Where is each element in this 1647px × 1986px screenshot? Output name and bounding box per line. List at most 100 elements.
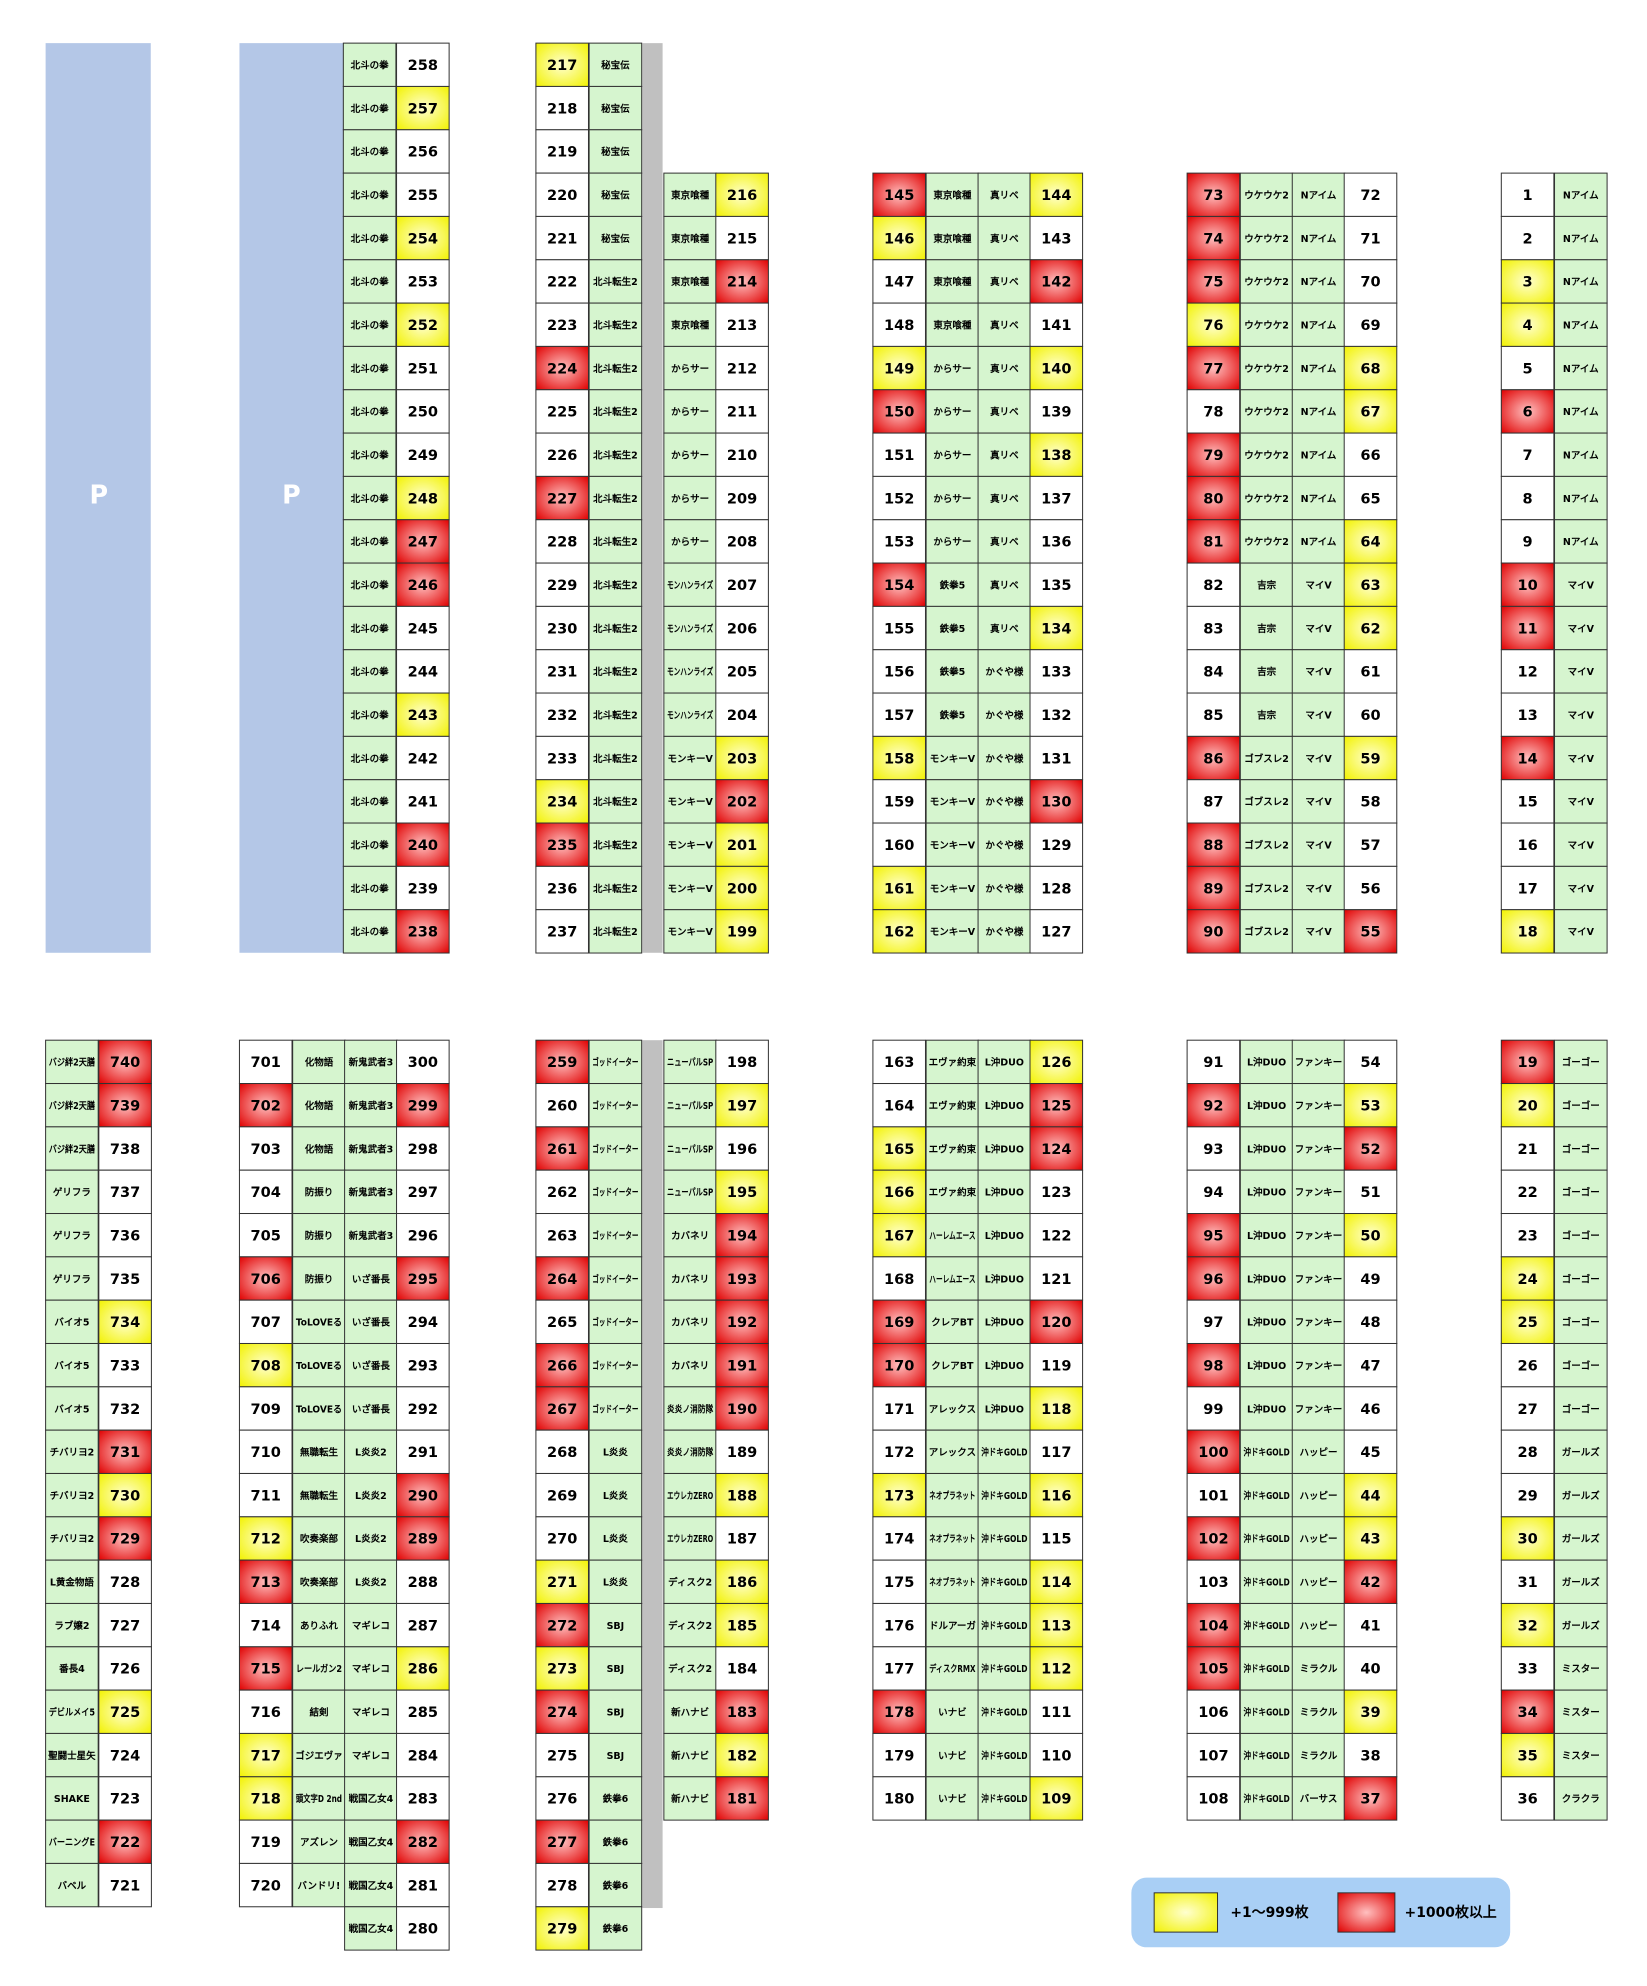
machine-name: 化物語: [305, 1100, 334, 1112]
machine-number: 207: [727, 577, 757, 594]
machine-name: 真リベ: [990, 276, 1019, 288]
machine-number: 701: [251, 1054, 281, 1071]
machine-number: 270: [547, 1531, 577, 1548]
machine-name: モンキーV: [930, 797, 976, 808]
machine-number: 277: [547, 1834, 577, 1851]
machine-name: 防振り: [305, 1273, 334, 1285]
machine-number: 55: [1360, 924, 1380, 941]
machine-cell: [925, 865, 980, 911]
machine-number: 734: [110, 1314, 140, 1331]
machine-cell: [1291, 259, 1346, 304]
machine-name: ウケウケ2: [1244, 234, 1289, 245]
machine-number-cell-highlight: [1186, 432, 1241, 477]
machine-number-cell: [1343, 1429, 1398, 1474]
machine-number-cell-highlight: [1500, 389, 1555, 434]
machine-number: 196: [727, 1141, 757, 1158]
machine-cell: [663, 1646, 717, 1691]
machine-number: 61: [1360, 664, 1380, 681]
machine-cell: [588, 85, 643, 131]
machine-number-cell: [1343, 1169, 1398, 1215]
machine-number-cell: [1186, 605, 1241, 651]
machine-number-cell: [1186, 649, 1241, 694]
machine-cell: [588, 1689, 643, 1734]
machine-number: 95: [1203, 1227, 1223, 1244]
machine-number-cell: [1343, 1342, 1398, 1388]
machine-number: 299: [408, 1097, 438, 1114]
machine-number-cell-highlight: [715, 1386, 769, 1431]
machine-name: 沖ドキGOLD: [1243, 1577, 1289, 1589]
machine-name: 新鬼武者3: [349, 1187, 394, 1199]
machine-number: 717: [251, 1747, 281, 1764]
machine-cell: [588, 1516, 643, 1561]
machine-cell: [1239, 1342, 1294, 1388]
machine-number-cell: [1343, 1299, 1398, 1345]
machine-number: 703: [251, 1141, 281, 1158]
machine-name: マイV: [1305, 884, 1332, 895]
machine-name: 吉宗: [1257, 580, 1277, 592]
machine-cell: [342, 865, 397, 911]
machine-number: 75: [1203, 274, 1223, 291]
machine-number: 19: [1517, 1054, 1537, 1071]
machine-number-cell-highlight: [396, 1819, 450, 1864]
machine-number: 32: [1517, 1617, 1537, 1634]
machine-name: Nアイム: [1563, 277, 1599, 288]
machine-number: 287: [408, 1617, 438, 1634]
machine-name: Nアイム: [1563, 234, 1599, 245]
machine-name: 東京喰種: [670, 276, 710, 288]
machine-number-cell-highlight: [1186, 302, 1241, 347]
machine-number: 112: [1041, 1661, 1071, 1678]
machine-name: 沖ドキGOLD: [1243, 1663, 1289, 1675]
machine-number-cell: [1500, 1342, 1555, 1388]
legend-label: +1000枚以上: [1405, 1904, 1497, 1921]
machine-name: ディスク2: [668, 1620, 712, 1632]
machine-number-cell-highlight: [396, 215, 450, 261]
machine-number: 5: [1523, 360, 1533, 377]
machine-name: いナビ: [938, 1750, 967, 1762]
machine-number: 197: [727, 1097, 757, 1114]
machine-name: Nアイム: [1563, 451, 1599, 462]
machine-cell: [588, 1906, 643, 1951]
machine-number-cell-highlight: [1186, 822, 1241, 867]
machine-number: 253: [408, 274, 438, 291]
machine-cell: [45, 1342, 99, 1388]
machine-number-cell-highlight: [715, 779, 769, 824]
machine-number-cell-highlight: [872, 1213, 926, 1258]
machine-number-cell: [98, 1862, 152, 1908]
machine-cell: [1291, 1516, 1346, 1561]
machine-number-cell: [715, 1126, 769, 1171]
machine-number: 113: [1041, 1617, 1071, 1634]
machine-name: カバネリ: [671, 1360, 709, 1372]
machine-number-cell: [1029, 519, 1084, 564]
machine-number: 69: [1360, 317, 1380, 334]
machine-number-cell-highlight: [715, 1689, 769, 1734]
machine-number-cell: [1343, 692, 1398, 737]
machine-number: 240: [408, 837, 438, 854]
machine-number-cell-highlight: [1500, 735, 1555, 781]
machine-number-cell: [872, 1039, 926, 1085]
machine-number-cell-highlight: [238, 1732, 293, 1778]
machine-name: 真リベ: [990, 320, 1019, 332]
machine-name: L沖DUO: [1247, 1057, 1286, 1069]
machine-number: 217: [547, 57, 577, 74]
machine-number-cell: [535, 389, 589, 434]
machine-name: 吉宗: [1257, 623, 1277, 635]
machine-name: Nアイム: [1301, 191, 1337, 202]
machine-number-cell: [535, 1429, 589, 1474]
machine-name: からサー: [933, 494, 971, 505]
machine-name: L炎炎: [603, 1448, 629, 1459]
machine-cell: [45, 1819, 99, 1864]
machine-name: ToLOVEる: [296, 1361, 342, 1372]
machine-number: 84: [1203, 664, 1223, 681]
machine-number: 128: [1041, 880, 1071, 897]
machine-number-cell-highlight: [1029, 172, 1084, 217]
machine-number: 83: [1203, 620, 1223, 637]
machine-number: 8: [1523, 490, 1533, 507]
machine-name: 炎炎ノ消防隊: [667, 1403, 714, 1415]
machine-number-cell: [98, 1213, 152, 1258]
machine-cell: [925, 345, 980, 391]
machine-name: ガールズ: [1562, 1533, 1601, 1545]
machine-number: 94: [1203, 1184, 1223, 1201]
machine-name: ハーレムエース: [929, 1231, 975, 1242]
machine-number-cell: [872, 432, 926, 477]
machine-number-cell: [238, 1169, 293, 1215]
